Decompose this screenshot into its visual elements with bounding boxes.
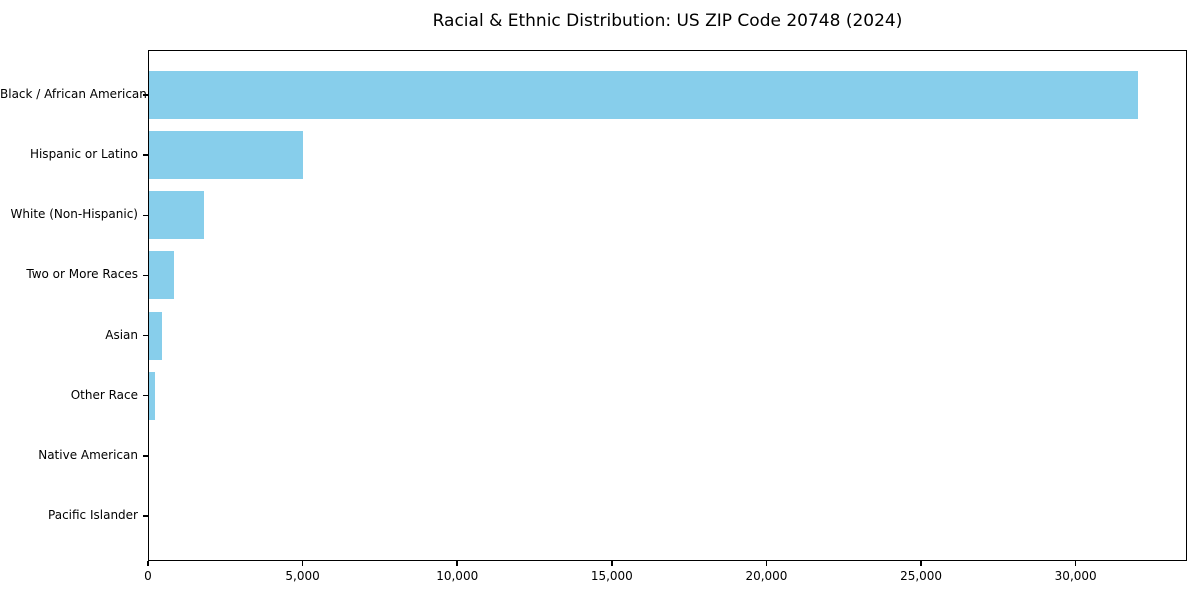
bar bbox=[148, 431, 150, 480]
y-tick-mark bbox=[143, 515, 148, 517]
x-tick-mark bbox=[301, 561, 304, 566]
x-tick-label: 0 bbox=[144, 569, 152, 583]
bar bbox=[148, 371, 156, 420]
plot-area bbox=[148, 50, 1187, 561]
x-tick-label: 30,000 bbox=[1054, 569, 1097, 583]
bar bbox=[148, 131, 303, 180]
y-tick-label: Asian bbox=[105, 327, 138, 342]
y-tick-mark bbox=[143, 455, 148, 457]
y-tick-label: Hispanic or Latino bbox=[29, 147, 138, 162]
bar bbox=[148, 191, 204, 240]
y-tick-mark bbox=[143, 154, 148, 156]
x-tick-mark bbox=[920, 561, 922, 566]
x-tick-mark bbox=[1074, 561, 1077, 566]
y-tick-label: Black / African American bbox=[0, 87, 147, 102]
x-tick-mark bbox=[456, 561, 458, 566]
x-tick-label: 5,000 bbox=[285, 569, 320, 583]
y-tick-mark bbox=[143, 94, 148, 96]
bar bbox=[148, 311, 163, 360]
y-tick-mark bbox=[143, 274, 148, 277]
x-tick-mark bbox=[765, 561, 768, 566]
y-tick-label: Other Race bbox=[70, 387, 138, 402]
y-tick-mark bbox=[143, 214, 148, 217]
x-tick-label: 10,000 bbox=[436, 569, 479, 583]
y-tick-mark bbox=[143, 394, 148, 397]
bar bbox=[148, 251, 175, 300]
x-tick-label: 20,000 bbox=[745, 569, 788, 583]
chart-title: Racial & Ethnic Distribution: US ZIP Cod… bbox=[432, 11, 903, 31]
y-tick-label: Pacific Islander bbox=[48, 507, 138, 522]
x-tick-mark bbox=[147, 561, 149, 566]
y-tick-label: Two or More Races bbox=[26, 267, 138, 282]
x-tick-mark bbox=[611, 561, 613, 566]
bar bbox=[148, 71, 1138, 120]
y-tick-mark bbox=[143, 334, 148, 337]
x-tick-label: 15,000 bbox=[590, 569, 633, 583]
x-tick-label: 25,000 bbox=[900, 569, 943, 583]
y-tick-label: Native American bbox=[38, 447, 138, 462]
y-tick-label: White (Non-Hispanic) bbox=[10, 207, 138, 222]
